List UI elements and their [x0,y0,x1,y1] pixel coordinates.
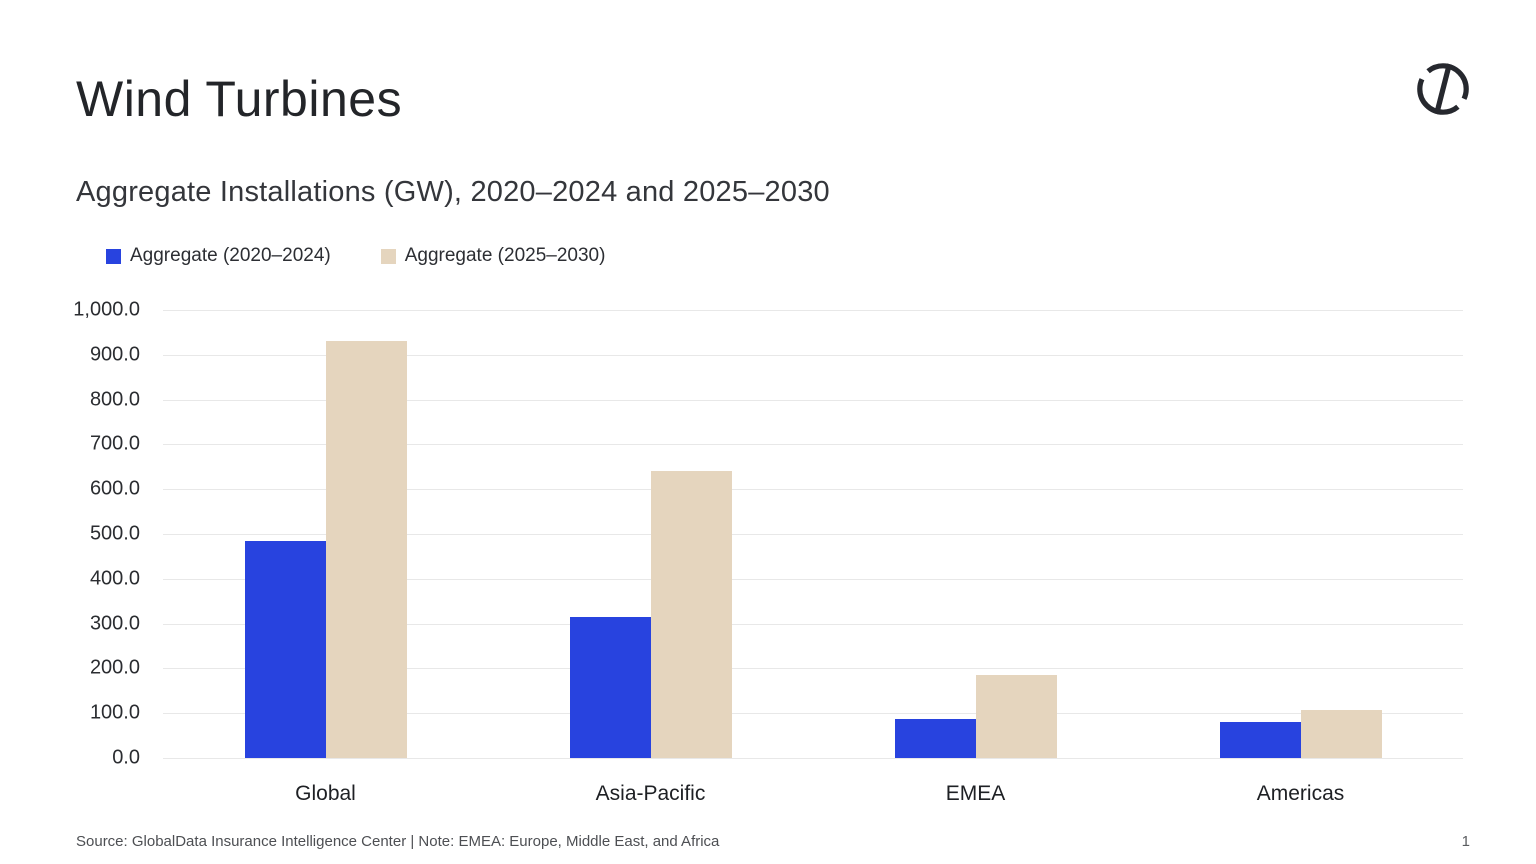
y-tick-label: 400.0 [89,567,140,590]
gridline [163,668,1463,670]
plot-area [163,310,1463,759]
y-tick-label: 0.0 [112,746,140,769]
page-number: 1 [1461,833,1470,850]
y-tick-label: 800.0 [89,388,140,411]
bar-group-americas [1138,310,1463,758]
gridline [163,489,1463,491]
legend-swatch-tan-icon [380,248,396,264]
source-note: Source: GlobalData Insurance Intelligenc… [76,833,720,850]
x-category-label: Americas [1256,782,1345,805]
gridline [163,399,1463,401]
y-tick-label: 600.0 [89,477,140,500]
gridline [163,444,1463,446]
bar-asia-pacific[interactable] [569,616,651,758]
gridline [163,623,1463,625]
gridline [163,713,1463,715]
y-axis-labels: 0.0 100.0 200.0 300.0 400.0 500.0 600.0 700.0 80… [40,299,140,769]
gridline [163,758,1463,759]
bar-global[interactable] [244,540,326,758]
x-category-label: Asia-Pacific [595,782,706,805]
bar-emea[interactable] [975,675,1057,758]
y-tick-label: 500.0 [89,522,140,545]
bar-group-global [163,310,488,758]
y-tick-label: 200.0 [89,656,140,679]
gridline [163,310,1463,311]
y-tick-label: 900.0 [89,343,140,366]
gridline [163,354,1463,356]
bar-group-emea [813,310,1138,758]
x-category-label: EMEA [945,782,1006,805]
legend-label: Aggregate (2020–2024) [130,245,331,266]
bar-emea[interactable] [894,718,976,758]
gridline [163,534,1463,535]
y-tick-label: 100.0 [89,701,140,724]
legend-item-aggregate-2020-2024[interactable]: Aggregate (2020–2024) [106,245,331,267]
bar-americas[interactable] [1219,722,1301,758]
bar-asia-pacific[interactable] [650,471,732,758]
legend-item-aggregate-2025-2030[interactable]: Aggregate (2025–2030) [380,245,606,267]
legend-swatch-blue-icon [106,248,121,264]
gridline [163,578,1463,580]
page-title: Wind Turbines [76,71,403,127]
globaldata-logo-icon [1414,60,1472,118]
chart-legend: Aggregate (2020–2024) Aggregate (2025–20… [106,245,605,267]
x-axis-labels: Global Asia-Pacific EMEA Americas [163,782,1463,806]
bar-americas[interactable] [1300,709,1382,758]
y-tick-label: 300.0 [89,612,140,635]
chart-title: Aggregate Installations (GW), 2020–2024 … [76,176,830,208]
y-tick-label: 700.0 [89,432,140,455]
y-tick-label: 1,000.0 [73,298,140,321]
bar-global[interactable] [325,341,407,758]
x-category-label: Global [295,782,356,805]
bar-groups [163,310,1463,758]
slide-footer: Source: GlobalData Insurance Intelligenc… [76,833,1470,850]
legend-label: Aggregate (2025–2030) [404,245,606,266]
bar-group-asia-pacific [488,310,813,758]
